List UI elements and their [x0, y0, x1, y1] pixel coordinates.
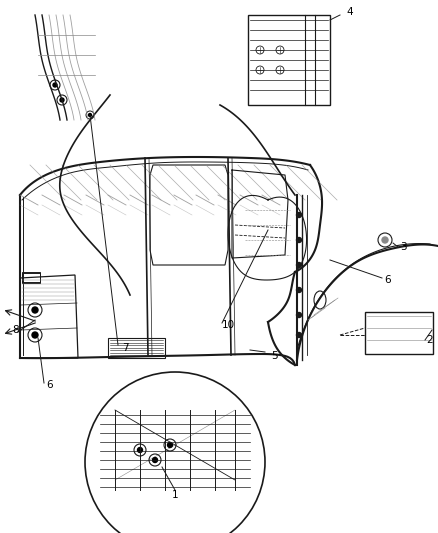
Circle shape [297, 213, 301, 217]
Circle shape [60, 98, 64, 102]
Text: 5: 5 [272, 351, 278, 361]
Circle shape [138, 448, 142, 453]
Text: 4: 4 [347, 7, 353, 17]
Circle shape [152, 457, 158, 463]
Text: 3: 3 [400, 242, 406, 252]
Circle shape [382, 237, 388, 243]
Bar [22, 272, 40, 282]
Circle shape [88, 114, 92, 117]
Text: 6: 6 [47, 380, 53, 390]
Bar [365, 312, 433, 354]
Text: 2: 2 [427, 335, 433, 345]
Circle shape [297, 262, 301, 268]
Text: 10: 10 [222, 320, 235, 330]
Text: 6: 6 [385, 275, 391, 285]
Circle shape [297, 238, 301, 243]
Circle shape [32, 307, 38, 313]
Circle shape [297, 312, 301, 318]
Circle shape [297, 333, 301, 337]
Circle shape [297, 287, 301, 293]
Text: 7: 7 [122, 343, 128, 353]
Text: 1: 1 [172, 490, 178, 500]
Circle shape [32, 332, 38, 338]
Circle shape [53, 83, 57, 87]
Circle shape [167, 442, 173, 448]
Bar [22, 273, 40, 283]
Text: 8: 8 [13, 325, 19, 335]
